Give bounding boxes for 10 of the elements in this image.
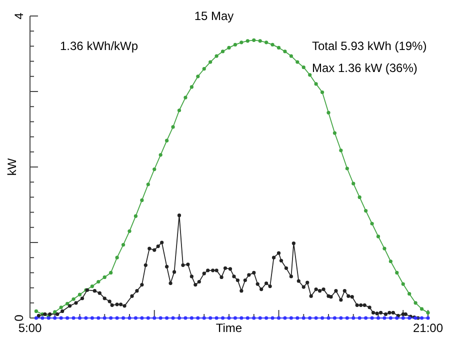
chart-title: 15 May — [194, 9, 234, 23]
annotation: Max 1.36 kW (36%) — [312, 61, 418, 75]
y-tick-label: 4 — [12, 12, 26, 20]
x-tick-label: 5:00 — [18, 321, 42, 335]
annotation: 1.36 kWh/kWp — [60, 39, 138, 53]
y-axis-title: kW — [5, 158, 19, 176]
x-axis-title: Time — [216, 321, 242, 335]
annotation: Total 5.93 kWh (19%) — [312, 39, 427, 53]
x-tick-label: 21:00 — [412, 321, 444, 335]
y-tick-label: 0 — [12, 314, 26, 322]
